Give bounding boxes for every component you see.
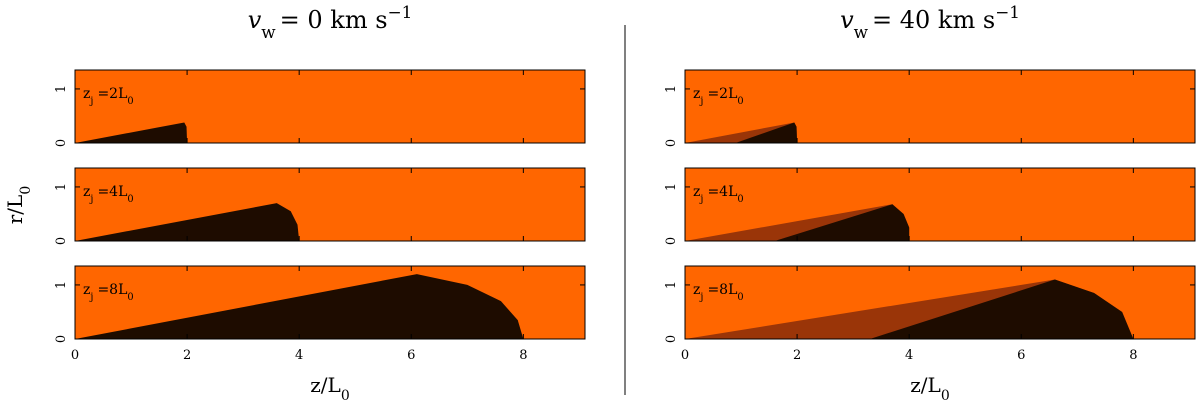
x-tick-label: 0 — [71, 348, 79, 363]
x-axis-label-part: z/L — [910, 373, 941, 397]
panel-label-part: 0 — [127, 194, 133, 205]
panel-label: zj =4L0 — [693, 184, 744, 205]
panel-label-part: 0 — [737, 292, 743, 303]
panel-label-part: j — [89, 96, 93, 107]
panel-label-part: 0 — [737, 96, 743, 107]
column-title-part: w — [854, 22, 869, 42]
x-tick-label: 4 — [295, 348, 303, 363]
y-tick-label: 0 — [664, 335, 679, 343]
column-title-part: w — [261, 22, 276, 42]
x-tick-label: 8 — [519, 348, 527, 363]
x-tick-label: 2 — [183, 348, 191, 363]
plot-frame — [74, 167, 586, 242]
x-axis-label: z/L0 — [910, 373, 949, 404]
panel-label-part: =8L — [707, 282, 737, 298]
x-tick-label: 4 — [905, 348, 913, 363]
x-axis-label-part: 0 — [341, 388, 350, 404]
column-title-part: = 40 km s — [872, 6, 995, 34]
panel-label-part: z — [693, 184, 700, 200]
x-tick-label: 6 — [407, 348, 415, 363]
column-title: vw = 40 km s−1 — [840, 2, 1020, 42]
panel-label: zj =2L0 — [693, 86, 744, 107]
panel-label: zj =8L0 — [693, 282, 744, 303]
panel-label-part: z — [83, 282, 90, 298]
x-axis-label-part: 0 — [941, 388, 950, 404]
y-tick-label: 1 — [664, 281, 679, 289]
x-axis-label: z/L0 — [310, 373, 349, 404]
panel-label-part: j — [699, 96, 703, 107]
y-tick-label: 0 — [54, 237, 69, 245]
area — [869, 279, 1134, 339]
x-tick-label: 8 — [1129, 348, 1137, 363]
area — [735, 122, 798, 143]
column-title-part: v — [248, 6, 262, 34]
panel-label-part: z — [83, 86, 90, 102]
panel-label: zj =8L0 — [83, 282, 134, 303]
panel-label-part: j — [89, 292, 93, 303]
plot-frame — [74, 69, 586, 144]
panel-label-part: =8L — [97, 282, 127, 298]
area — [75, 203, 300, 241]
column-title-part: −1 — [995, 2, 1020, 22]
panel-label-part: =2L — [97, 86, 127, 102]
column-title: vw = 0 km s−1 — [248, 2, 413, 42]
x-tick-label: 0 — [681, 348, 689, 363]
x-tick-label: 2 — [793, 348, 801, 363]
panel-label-part: z — [693, 282, 700, 298]
panel-label-part: 0 — [737, 194, 743, 205]
y-tick-label: 1 — [664, 183, 679, 191]
panel-label-part: =4L — [707, 184, 737, 200]
y-axis-label-part: 0 — [18, 186, 34, 195]
y-tick-label: 0 — [664, 237, 679, 245]
panel-label: zj =4L0 — [83, 184, 134, 205]
column-title-part: v — [840, 6, 854, 34]
y-axis-label-part: r/L — [3, 195, 27, 225]
panel-label-part: j — [699, 194, 703, 205]
panel-label-part: 0 — [127, 96, 133, 107]
plot-frame — [684, 265, 1196, 340]
area — [774, 204, 910, 241]
panel-label-part: z — [693, 86, 700, 102]
y-tick-label: 1 — [664, 85, 679, 93]
panel-label-part: =2L — [707, 86, 737, 102]
y-tick-label: 0 — [664, 139, 679, 147]
y-tick-label: 1 — [54, 85, 69, 93]
y-tick-label: 0 — [54, 335, 69, 343]
panel-label-part: =4L — [97, 184, 127, 200]
panel-label-part: 0 — [127, 292, 133, 303]
x-tick-label: 6 — [1017, 348, 1025, 363]
area — [75, 122, 188, 143]
area — [75, 274, 524, 339]
plot-frame — [684, 69, 1196, 144]
column-title-part: −1 — [388, 2, 413, 22]
x-axis-label-part: z/L — [310, 373, 341, 397]
plot-frame — [74, 265, 586, 340]
panel-label: zj =2L0 — [83, 86, 134, 107]
y-tick-label: 0 — [54, 139, 69, 147]
column-title-part: = 0 km s — [280, 6, 388, 34]
y-axis-label: r/L0 — [3, 186, 34, 225]
y-tick-label: 1 — [54, 281, 69, 289]
panel-label-part: j — [89, 194, 93, 205]
plot-frame — [684, 167, 1196, 242]
panel-label-part: z — [83, 184, 90, 200]
panel-label-part: j — [699, 292, 703, 303]
y-tick-label: 1 — [54, 183, 69, 191]
